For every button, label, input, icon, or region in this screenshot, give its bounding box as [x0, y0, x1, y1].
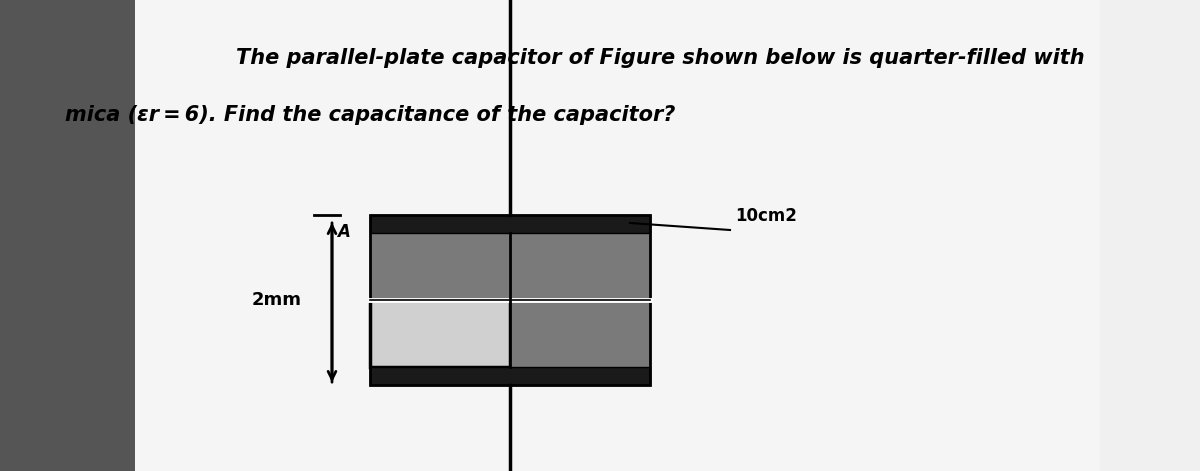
Text: 2mm: 2mm: [252, 291, 302, 309]
Text: mica (εr = 6). Find the capacitance of the capacitor?: mica (εr = 6). Find the capacitance of t…: [65, 105, 676, 125]
Text: A: A: [337, 223, 350, 241]
Bar: [370, 215, 650, 385]
Bar: [370, 215, 650, 233]
Bar: [370, 367, 650, 385]
Text: The parallel-plate capacitor of Figure shown below is quarter-filled with: The parallel-plate capacitor of Figure s…: [235, 48, 1085, 68]
Bar: [370, 233, 650, 300]
Bar: [370, 300, 510, 367]
Bar: [130, 0, 1100, 471]
Bar: [0, 0, 134, 471]
Text: 10cm2: 10cm2: [734, 207, 797, 225]
Bar: [510, 300, 650, 367]
